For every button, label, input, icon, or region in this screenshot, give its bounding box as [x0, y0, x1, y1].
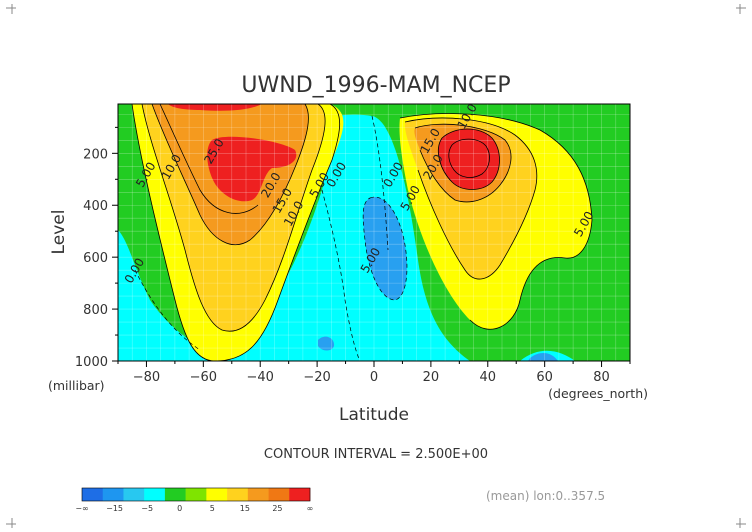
colorbar-swatch	[164, 488, 186, 501]
x-axis-unit: (degrees_north)	[548, 386, 648, 401]
fill-cyan-southwest	[118, 230, 230, 361]
x-tick-label: 80	[593, 370, 610, 385]
x-tick-label: −60	[190, 370, 217, 385]
colorbar-label: 15	[240, 504, 250, 513]
y-tick-label: 400	[83, 199, 108, 214]
colorbar-label: ∞	[307, 504, 314, 513]
x-tick-label: −20	[303, 370, 330, 385]
colorbar-swatch	[247, 488, 269, 501]
colorbar-label: −15	[106, 504, 123, 513]
colorbar-swatch	[144, 488, 166, 501]
contour-lines	[131, 104, 593, 361]
y-axis-ticks: 200 400 600 800 1000	[75, 126, 118, 370]
fill-blue-polar	[528, 352, 558, 361]
x-tick-label: −40	[247, 370, 274, 385]
colorbar	[81, 487, 311, 502]
x-axis-ticks: −80 −60 −40 −20 0 20 40 60 80	[117, 361, 631, 385]
colorbar-label: −5	[141, 504, 153, 513]
y-tick-label: 200	[83, 147, 108, 162]
colorbar-label: 25	[272, 504, 282, 513]
mean-note: (mean) lon:0..357.5	[486, 489, 605, 503]
crop-marks	[6, 4, 746, 528]
fill-red-south-top	[168, 104, 262, 111]
colorbar-swatch	[206, 488, 228, 501]
y-tick-label: 1000	[75, 355, 108, 370]
y-tick-label: 600	[83, 251, 108, 266]
colorbar-label: 5	[210, 504, 215, 513]
colorbar-swatch	[268, 488, 290, 501]
colorbar-swatch	[185, 488, 207, 501]
colorbar-swatch	[82, 488, 104, 501]
colorbar-swatch	[227, 488, 249, 501]
fill-red-south	[207, 136, 297, 202]
y-tick-label: 800	[83, 303, 108, 318]
y-axis-label: Level	[49, 210, 69, 255]
x-tick-label: 0	[370, 370, 378, 385]
dashed-contour-lines	[134, 115, 408, 361]
chart-title: UWND_1996-MAM_NCEP	[241, 73, 510, 98]
colorbar-border	[81, 487, 311, 502]
colorbar-label: −∞	[75, 504, 88, 513]
contour-interval-text: CONTOUR INTERVAL = 2.500E+00	[264, 447, 488, 462]
plot-area	[118, 104, 630, 361]
fill-blue-near-surface	[318, 336, 335, 351]
x-tick-label: 20	[423, 370, 440, 385]
x-tick-label: −80	[133, 370, 160, 385]
colorbar-labels: −∞ −15 −5 0 5 15 25 ∞	[75, 504, 313, 513]
x-tick-label: 60	[536, 370, 553, 385]
colorbar-swatch	[289, 488, 311, 501]
colorbar-swatch	[102, 488, 124, 501]
x-axis-label: Latitude	[339, 405, 409, 425]
y-axis-unit: (millibar)	[48, 378, 105, 393]
colorbar-swatch	[123, 488, 145, 501]
colorbar-label: 0	[177, 504, 182, 513]
x-tick-label: 40	[480, 370, 497, 385]
fill-cyan-central	[220, 114, 470, 361]
fill-blue-tropical	[363, 197, 407, 300]
grid-lines	[118, 104, 630, 361]
